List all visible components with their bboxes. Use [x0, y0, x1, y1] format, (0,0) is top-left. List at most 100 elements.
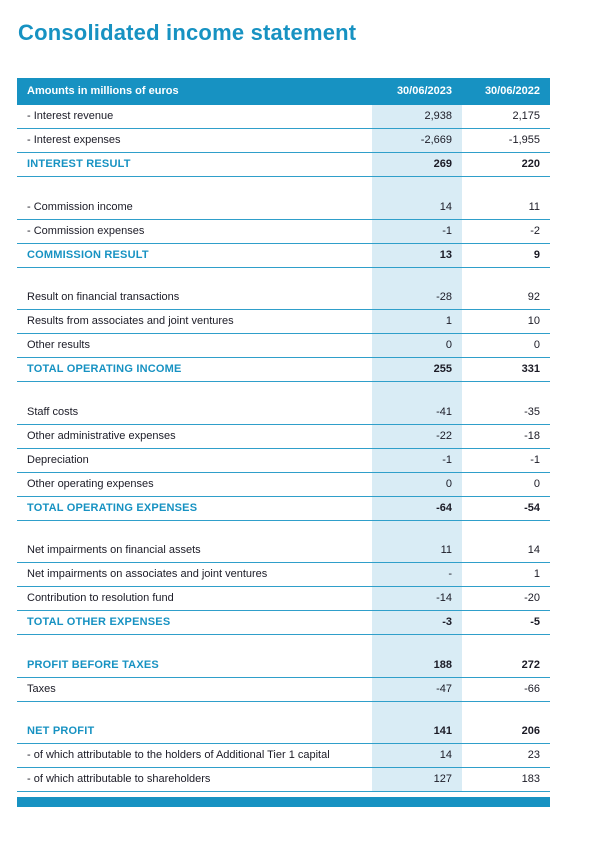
- row-value-2022: -35: [462, 400, 550, 425]
- row-value-2022: -20: [462, 586, 550, 611]
- row-value-2023: -28: [372, 286, 462, 310]
- row-value-2022: 0: [462, 333, 550, 358]
- row-value-2023: 2,938: [372, 105, 462, 129]
- spacer-cell: [372, 267, 462, 286]
- spacer-cell: [372, 176, 462, 196]
- row-label: - Interest revenue: [17, 105, 372, 129]
- table-body: - Interest revenue 2,938 2,175- Interest e…: [17, 105, 550, 792]
- row-value-2022: 14: [462, 539, 550, 563]
- spacer-row: [17, 701, 550, 720]
- row-value-2023: -47: [372, 677, 462, 702]
- row-value-2022: -2: [462, 219, 550, 244]
- row-value-2022: 2,175: [462, 105, 550, 129]
- row-label: TOTAL OTHER EXPENSES: [17, 610, 372, 635]
- table-row: Other administrative expenses -22 -18: [17, 424, 550, 449]
- table-header: Amounts in millions of euros 30/06/2023 …: [17, 78, 550, 105]
- spacer-cell: [372, 634, 462, 654]
- row-label: - of which attributable to shareholders: [17, 767, 372, 792]
- table-row: - Interest expenses -2,669 -1,955: [17, 128, 550, 153]
- row-label: TOTAL OPERATING INCOME: [17, 357, 372, 382]
- row-value-2022: 1: [462, 562, 550, 587]
- row-value-2022: -1: [462, 448, 550, 473]
- spacer-cell: [372, 381, 462, 401]
- row-value-2022: 331: [462, 357, 550, 382]
- row-value-2023: 269: [372, 152, 462, 177]
- row-value-2023: 255: [372, 357, 462, 382]
- row-value-2022: -66: [462, 677, 550, 702]
- page: Consolidated income statement Amounts in…: [17, 20, 550, 807]
- row-label: - Commission expenses: [17, 219, 372, 244]
- spacer-cell: [462, 520, 550, 539]
- header-amounts-label: Amounts in millions of euros: [17, 78, 372, 105]
- row-value-2023: -14: [372, 586, 462, 611]
- table-row: - of which attributable to the holders o…: [17, 743, 550, 768]
- row-label: Taxes: [17, 677, 372, 702]
- table-row: - of which attributable to shareholders 1…: [17, 767, 550, 792]
- row-value-2023: 14: [372, 743, 462, 768]
- table-row: Other operating expenses 0 0: [17, 472, 550, 497]
- spacer-cell: [462, 701, 550, 720]
- row-value-2023: 1: [372, 309, 462, 334]
- table-row: - Commission expenses -1 -2: [17, 219, 550, 244]
- row-value-2022: 23: [462, 743, 550, 768]
- row-label: Results from associates and joint ventur…: [17, 309, 372, 334]
- spacer-cell: [17, 267, 372, 286]
- row-label: Staff costs: [17, 400, 372, 425]
- table-row: - Interest revenue 2,938 2,175: [17, 105, 550, 129]
- spacer-cell: [17, 520, 372, 539]
- page-title: Consolidated income statement: [18, 20, 357, 45]
- table-row: Contribution to resolution fund -14 -20: [17, 586, 550, 611]
- table-row: Depreciation -1 -1: [17, 448, 550, 473]
- spacer-cell: [462, 382, 550, 401]
- header-date-2022: 30/06/2022: [462, 78, 550, 105]
- spacer-row: [17, 267, 550, 286]
- row-value-2023: 11: [372, 539, 462, 563]
- row-label: - of which attributable to the holders o…: [17, 743, 372, 768]
- row-label: Net impairments on financial assets: [17, 539, 372, 563]
- spacer-row: [17, 176, 550, 196]
- row-value-2022: 11: [462, 195, 550, 220]
- row-label: Other administrative expenses: [17, 424, 372, 449]
- row-value-2022: -54: [462, 496, 550, 521]
- row-value-2023: 14: [372, 195, 462, 220]
- row-value-2023: -3: [372, 610, 462, 635]
- income-statement-table: Amounts in millions of euros 30/06/2023 …: [17, 78, 550, 807]
- row-value-2023: -41: [372, 400, 462, 425]
- row-value-2022: 9: [462, 243, 550, 268]
- row-value-2022: -5: [462, 610, 550, 635]
- table-row: - Commission income 14 11: [17, 195, 550, 220]
- row-value-2022: 0: [462, 472, 550, 497]
- header-date-2023: 30/06/2023: [372, 78, 462, 105]
- row-value-2022: 10: [462, 309, 550, 334]
- row-value-2023: 13: [372, 243, 462, 268]
- table-row: Results from associates and joint ventur…: [17, 309, 550, 334]
- spacer-row: [17, 520, 550, 539]
- row-value-2023: 188: [372, 653, 462, 678]
- row-value-2023: -1: [372, 219, 462, 244]
- row-value-2022: 183: [462, 767, 550, 792]
- row-label: Contribution to resolution fund: [17, 586, 372, 611]
- row-label: PROFIT BEFORE TAXES: [17, 653, 372, 678]
- row-value-2023: -64: [372, 496, 462, 521]
- spacer-cell: [462, 177, 550, 196]
- row-value-2023: 141: [372, 720, 462, 744]
- row-value-2022: 92: [462, 286, 550, 310]
- table-row: Result on financial transactions -28 92: [17, 286, 550, 310]
- row-label: - Interest expenses: [17, 128, 372, 153]
- row-label: TOTAL OPERATING EXPENSES: [17, 496, 372, 521]
- row-value-2023: 0: [372, 472, 462, 497]
- row-label: COMMISSION RESULT: [17, 243, 372, 268]
- table-row: TOTAL OTHER EXPENSES -3 -5: [17, 610, 550, 635]
- table-row: Staff costs -41 -35: [17, 400, 550, 425]
- table-row: Net impairments on financial assets 11 14: [17, 539, 550, 563]
- spacer-row: [17, 634, 550, 654]
- table-row: PROFIT BEFORE TAXES 188 272: [17, 653, 550, 678]
- row-value-2023: -: [372, 562, 462, 587]
- row-label: Net impairments on associates and joint …: [17, 562, 372, 587]
- table-row: INTEREST RESULT 269 220: [17, 152, 550, 177]
- table-row: Taxes -47 -66: [17, 677, 550, 702]
- table-row: TOTAL OPERATING EXPENSES -64 -54: [17, 496, 550, 521]
- table-row: Other results 0 0: [17, 333, 550, 358]
- row-value-2023: 127: [372, 767, 462, 792]
- spacer-cell: [462, 267, 550, 286]
